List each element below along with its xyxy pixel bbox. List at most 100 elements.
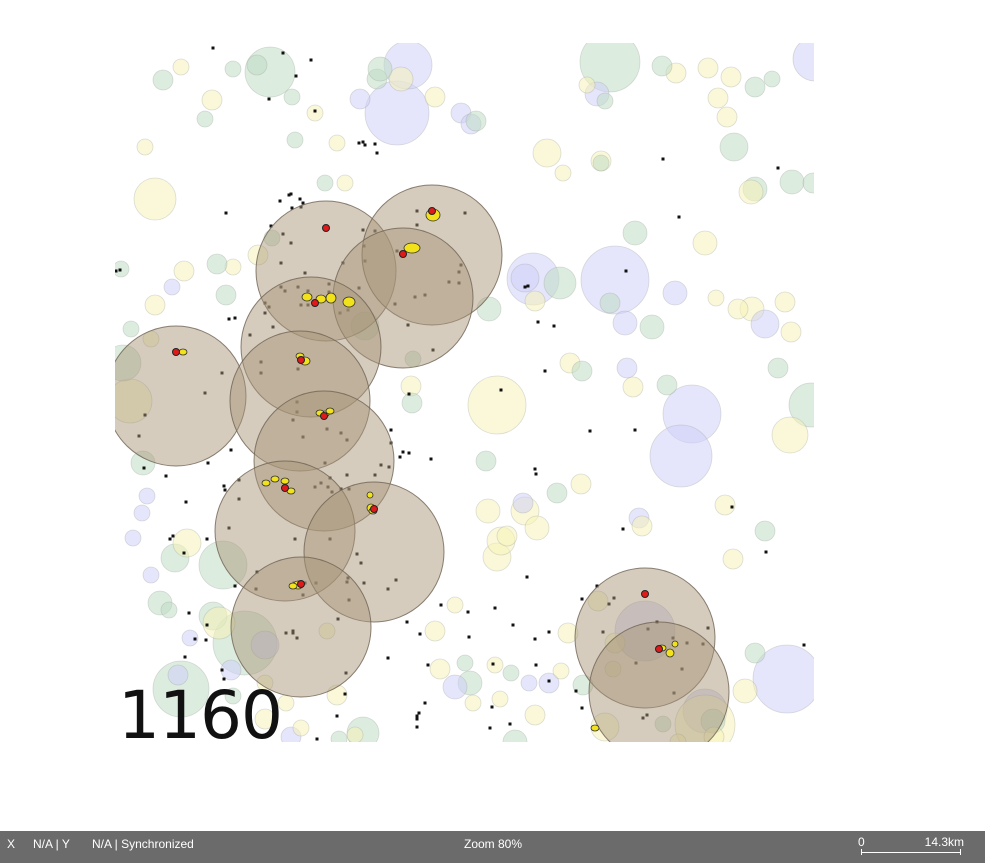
site-dot bbox=[341, 261, 345, 265]
site-dot bbox=[764, 550, 768, 554]
site-dot bbox=[466, 610, 470, 614]
background-circle bbox=[465, 110, 487, 132]
status-bar: X N/A | Y N/A | Synchronized Zoom 80% 0 … bbox=[0, 831, 985, 863]
site-dot bbox=[361, 228, 365, 232]
site-dot bbox=[301, 593, 305, 597]
background-circle bbox=[604, 632, 626, 654]
background-circle bbox=[578, 76, 596, 94]
background-circle bbox=[587, 590, 609, 612]
background-circle bbox=[277, 694, 295, 712]
site-dot bbox=[491, 662, 495, 666]
settlement-site-marker bbox=[297, 356, 305, 364]
background-circle bbox=[651, 55, 673, 77]
site-dot bbox=[323, 461, 327, 465]
background-circle bbox=[510, 263, 540, 293]
background-circle bbox=[142, 330, 160, 348]
site-dot bbox=[263, 301, 267, 305]
site-dot bbox=[534, 663, 538, 667]
site-dot bbox=[327, 282, 331, 286]
background-circle bbox=[491, 690, 509, 708]
background-circle bbox=[592, 154, 610, 172]
site-dot bbox=[439, 603, 443, 607]
map-canvas[interactable] bbox=[115, 43, 814, 742]
background-circle bbox=[599, 292, 621, 314]
scale-min-label: 0 bbox=[858, 835, 865, 849]
site-dot bbox=[233, 316, 237, 320]
background-circle bbox=[524, 704, 546, 726]
site-dot bbox=[407, 451, 411, 455]
background-circle bbox=[780, 321, 802, 343]
site-dot bbox=[263, 311, 267, 315]
site-dot bbox=[347, 598, 351, 602]
settlement-marker bbox=[325, 407, 335, 415]
site-dot bbox=[423, 293, 427, 297]
settlement-marker bbox=[671, 640, 679, 648]
scale-line bbox=[861, 852, 961, 853]
background-circle bbox=[198, 540, 248, 590]
site-dot bbox=[301, 435, 305, 439]
background-circle bbox=[662, 280, 688, 306]
y-coordinate-value: N/A | Synchronized bbox=[92, 837, 194, 851]
site-dot bbox=[493, 606, 497, 610]
settlement-site-marker bbox=[370, 505, 378, 513]
site-dot bbox=[525, 575, 529, 579]
site-dot bbox=[423, 701, 427, 705]
background-circle bbox=[744, 76, 766, 98]
background-circle bbox=[349, 88, 371, 110]
site-dot bbox=[641, 716, 645, 720]
settlement-marker bbox=[366, 491, 374, 499]
site-dot bbox=[279, 285, 283, 289]
background-circle bbox=[196, 110, 214, 128]
site-dot bbox=[526, 284, 530, 288]
region-circle bbox=[214, 460, 356, 602]
background-circle bbox=[224, 60, 242, 78]
background-circle bbox=[792, 43, 814, 82]
x-coordinate-value: N/A | Y bbox=[33, 837, 70, 851]
site-dot bbox=[601, 630, 605, 634]
site-dot bbox=[220, 668, 224, 672]
site-dot bbox=[281, 51, 285, 55]
background-circle bbox=[133, 504, 151, 522]
background-circle bbox=[163, 278, 181, 296]
background-circle bbox=[714, 494, 736, 516]
site-dot bbox=[363, 259, 367, 263]
background-circle bbox=[631, 515, 653, 537]
settlement-marker bbox=[590, 724, 600, 732]
background-circle bbox=[722, 548, 744, 570]
site-dot bbox=[336, 617, 340, 621]
background-circle bbox=[649, 424, 713, 488]
background-circle bbox=[133, 177, 177, 221]
site-dot bbox=[299, 303, 303, 307]
site-dot bbox=[137, 434, 141, 438]
site-dot bbox=[533, 467, 537, 471]
site-dot bbox=[344, 671, 348, 675]
site-dot bbox=[143, 413, 147, 417]
background-circle bbox=[328, 134, 346, 152]
site-dot bbox=[259, 371, 263, 375]
site-dot bbox=[574, 689, 578, 693]
site-dot bbox=[580, 706, 584, 710]
site-dot bbox=[182, 551, 186, 555]
site-dot bbox=[168, 537, 172, 541]
background-circle bbox=[612, 310, 638, 336]
site-dot bbox=[343, 692, 347, 696]
site-dot bbox=[330, 490, 334, 494]
background-circle bbox=[152, 660, 210, 718]
site-dot bbox=[220, 371, 224, 375]
site-dot bbox=[701, 642, 705, 646]
background-circle bbox=[250, 630, 280, 660]
background-circle bbox=[622, 376, 644, 398]
site-dot bbox=[279, 261, 283, 265]
site-dot bbox=[552, 324, 556, 328]
region-circle bbox=[229, 330, 371, 472]
background-circle bbox=[172, 528, 202, 558]
settlement-site-marker bbox=[297, 580, 305, 588]
background-circle bbox=[144, 294, 166, 316]
site-dot bbox=[389, 441, 393, 445]
background-circle bbox=[254, 708, 276, 730]
site-dot bbox=[205, 623, 209, 627]
background-circle bbox=[496, 525, 518, 547]
site-dot bbox=[624, 269, 628, 273]
background-circle bbox=[138, 487, 156, 505]
site-dot bbox=[345, 580, 349, 584]
